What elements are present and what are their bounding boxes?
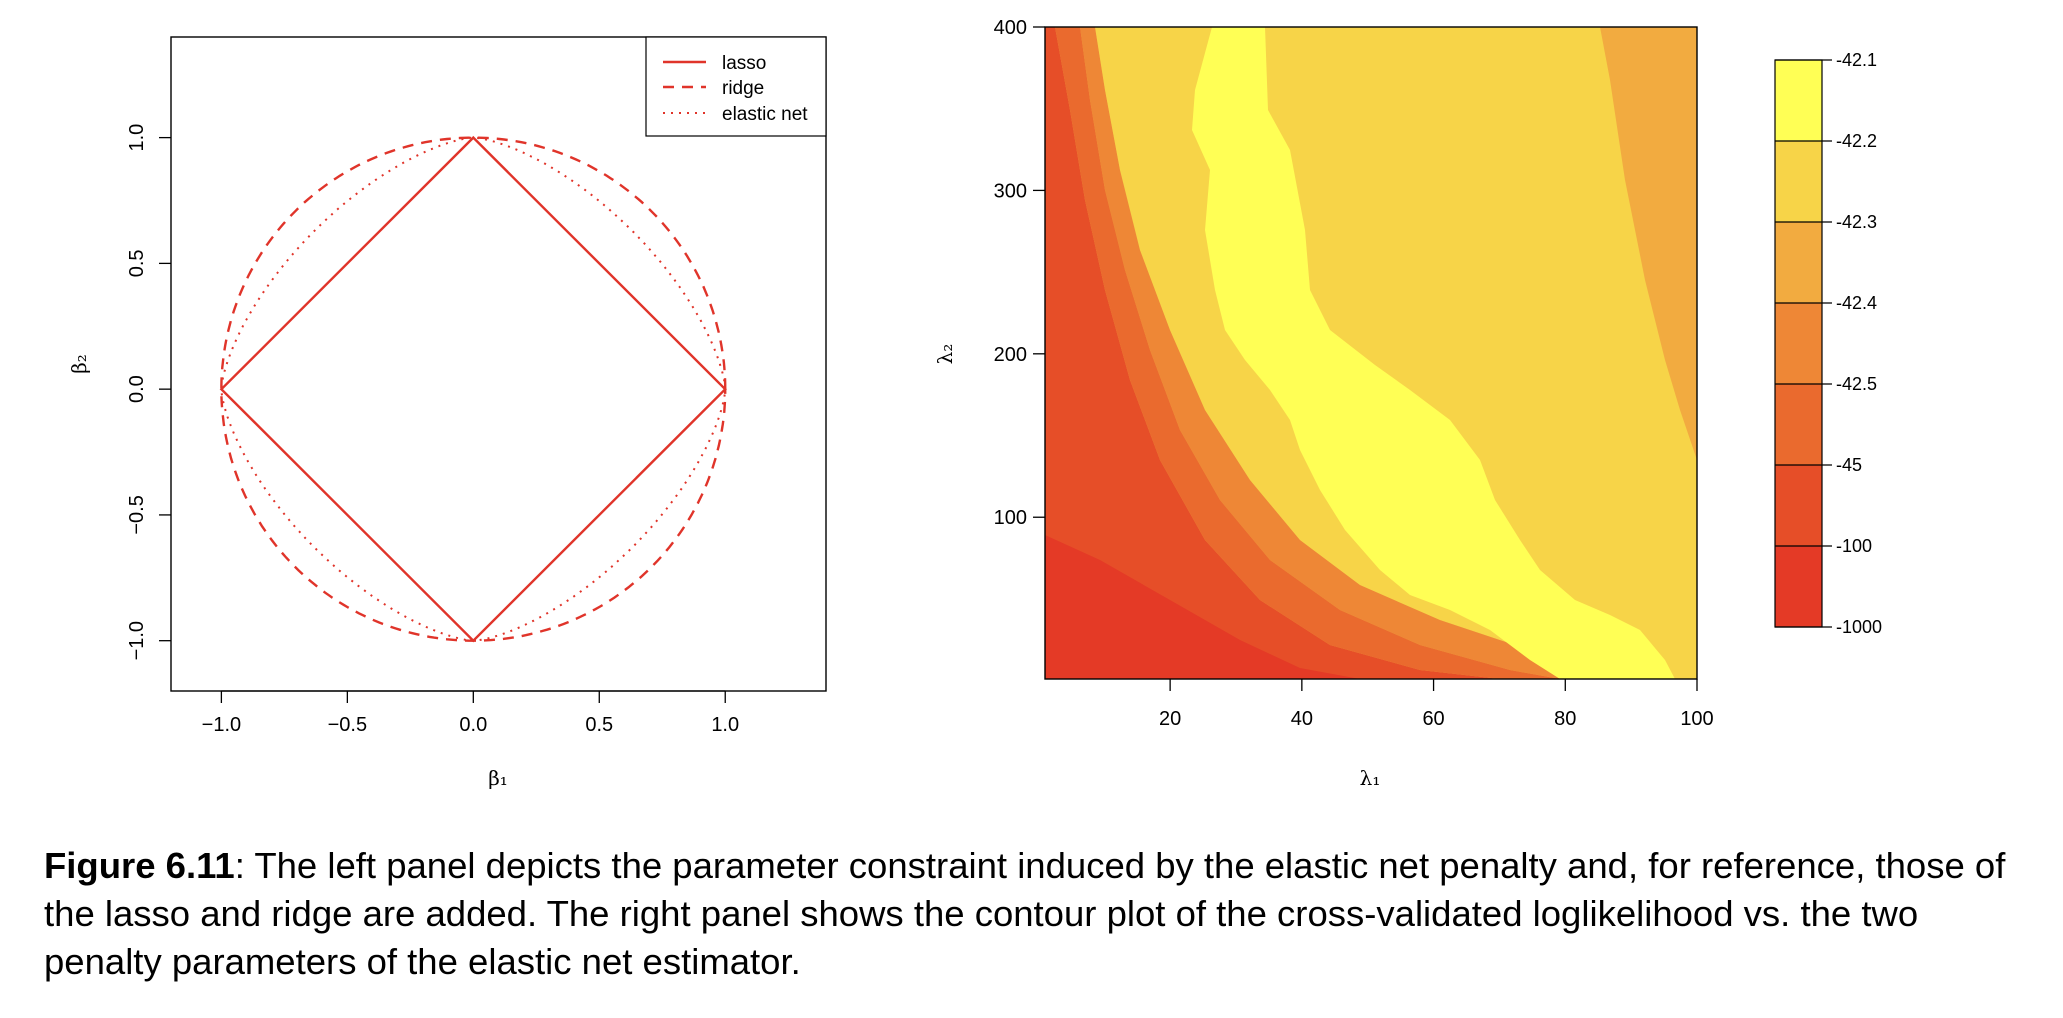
right-x-tick-label: 40 (1291, 708, 1313, 730)
left-x-tick-label: −0.5 (328, 714, 367, 736)
right-x-tick-label: 100 (1680, 708, 1713, 730)
right-y-tick-label: 300 (994, 180, 1027, 202)
colorbar-label: -42.3 (1836, 212, 1877, 232)
right-plot-frame (1044, 26, 1698, 680)
x-axis-title-beta1: β₁ (488, 766, 508, 790)
colorbar-swatch (1775, 546, 1822, 627)
left-y-tick-label: −0.5 (126, 495, 148, 534)
contour-band-42-1 (1192, 27, 1675, 679)
colorbar-label: -42.5 (1836, 374, 1877, 394)
colorbar-label: -42.2 (1836, 131, 1877, 151)
elastic-net-curve (220, 136, 727, 642)
left-x-tick-label: −1.0 (202, 714, 241, 736)
left-x-tick-label: 0.0 (459, 714, 487, 736)
legend-label-elastic-net: elastic net (722, 104, 808, 125)
x-axis-title-lambda1: λ₁ (1360, 766, 1381, 790)
right-x-tick-label: 20 (1159, 708, 1181, 730)
left-y-tick-label: 0.5 (126, 249, 148, 277)
contour-band-100-1000 (1045, 535, 1360, 679)
right-x-tick-label: 60 (1422, 708, 1444, 730)
colorbar-swatch (1775, 384, 1822, 465)
colorbar-swatch (1775, 60, 1822, 141)
figure: −1.0 −0.5 0.0 0.5 1.0 −1.0 −0.5 0.0 0.5 1.0 β₁ β… (67, 17, 1882, 790)
colorbar: -42.1 -42.2 -42.3 -42.4 -42.5 -45 -100 -1000 (1774, 50, 1882, 637)
caption-text: : The left panel depicts the parameter c… (44, 845, 2006, 982)
colorbar-swatch (1775, 222, 1822, 303)
right-y-tick-label: 400 (994, 17, 1027, 39)
ridge-curve (220, 136, 727, 642)
lasso-curve (219, 135, 727, 643)
y-axis-title-lambda2: λ₂ (933, 344, 957, 365)
caption-label: Figure 6.11 (44, 845, 235, 886)
right-y-tick-label: 200 (994, 344, 1027, 366)
colorbar-label: -42.4 (1836, 293, 1877, 313)
left-x-tick-label: 1.0 (711, 714, 739, 736)
colorbar-swatch (1775, 303, 1822, 384)
right-y-tick-label: 100 (994, 507, 1027, 529)
left-y-tick-label: −1.0 (126, 621, 148, 660)
colorbar-swatch (1775, 465, 1822, 546)
colorbar-label: -100 (1836, 536, 1872, 556)
legend-label-ridge: ridge (722, 78, 764, 99)
legend-label-lasso: lasso (722, 53, 766, 74)
constraint-panel: −1.0 −0.5 0.0 0.5 1.0 −1.0 −0.5 0.0 0.5 1.0 β₁ β… (67, 36, 827, 790)
right-x-tick-label: 80 (1554, 708, 1576, 730)
legend-box (645, 36, 827, 137)
colorbar-label: -45 (1836, 455, 1862, 475)
y-axis-title-beta2: β₂ (67, 354, 91, 374)
left-y-tick-label: 0.0 (126, 375, 148, 403)
left-y-tick-label: 1.0 (126, 124, 148, 152)
figure-caption: Figure 6.11: The left panel depicts the … (44, 842, 2034, 986)
legend: lasso ridge elastic net (645, 36, 827, 137)
left-x-tick-label: 0.5 (585, 714, 613, 736)
colorbar-label: -1000 (1836, 617, 1882, 637)
contour-area (1045, 27, 1697, 679)
colorbar-label: -42.1 (1836, 50, 1877, 70)
contour-band-below-100 (1045, 27, 1500, 679)
colorbar-swatch (1775, 141, 1822, 222)
